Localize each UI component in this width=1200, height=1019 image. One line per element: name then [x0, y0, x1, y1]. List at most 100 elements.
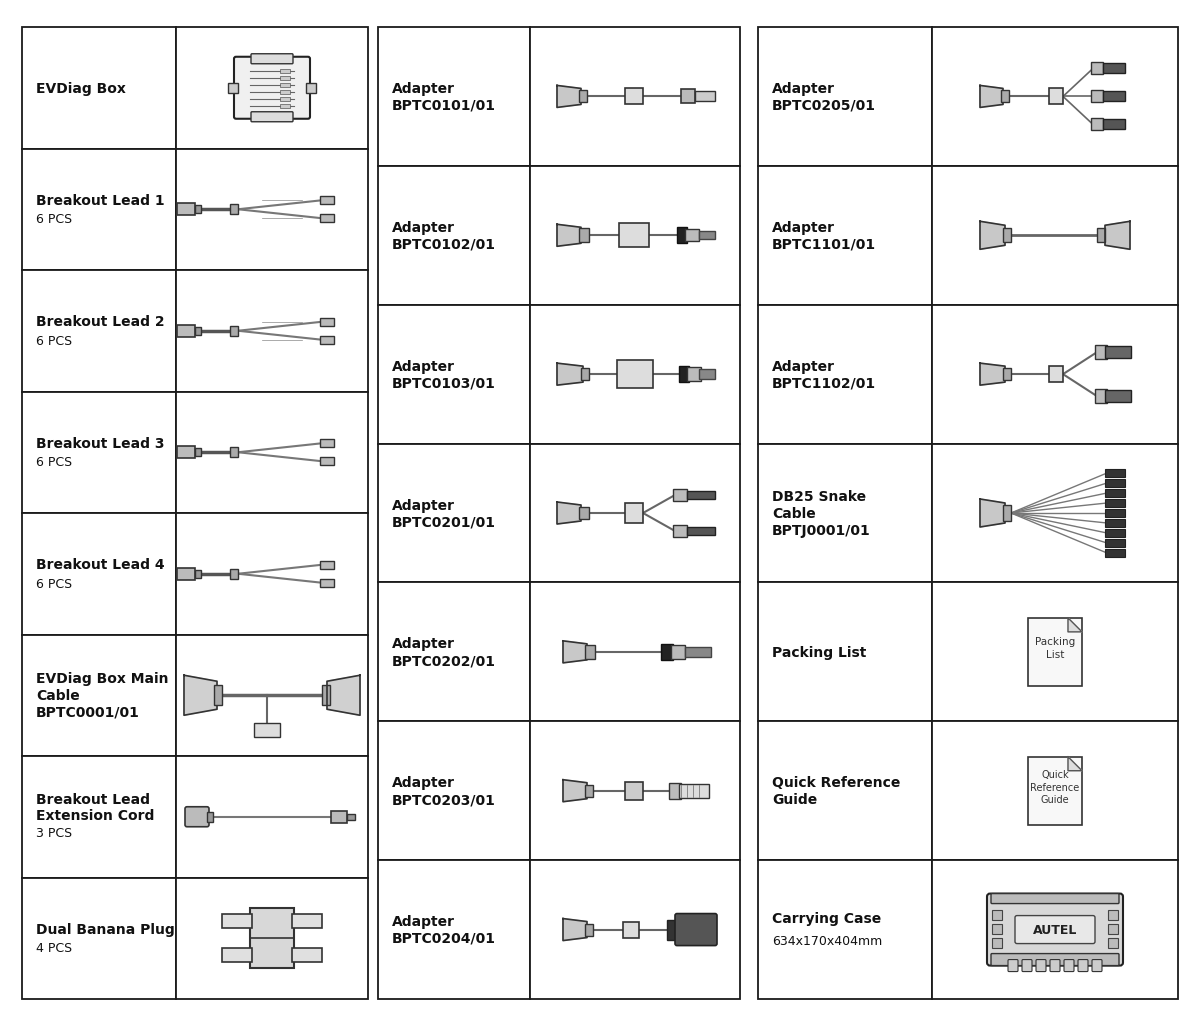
Bar [1105, 390, 1132, 403]
FancyBboxPatch shape [991, 954, 1120, 966]
Bar [280, 69, 290, 73]
Polygon shape [1068, 757, 1082, 771]
Bar [378, 167, 530, 306]
Bar [530, 167, 740, 306]
Bar [685, 230, 700, 243]
Bar [932, 167, 1178, 306]
Bar [992, 937, 1002, 948]
Bar [222, 949, 252, 962]
Bar [254, 723, 280, 738]
Bar [320, 579, 334, 587]
Polygon shape [184, 676, 217, 715]
Bar [530, 860, 740, 999]
Bar [22, 635, 176, 756]
Bar [347, 814, 355, 820]
Bar [292, 949, 322, 962]
Bar [196, 448, 202, 457]
FancyBboxPatch shape [1022, 960, 1032, 972]
Bar [378, 306, 530, 444]
Text: 6 PCS: 6 PCS [36, 578, 72, 590]
Text: 4 PCS: 4 PCS [36, 942, 72, 955]
Bar [280, 98, 290, 102]
Bar [758, 444, 932, 583]
Bar [196, 327, 202, 335]
Polygon shape [980, 87, 1003, 108]
Bar [932, 444, 1178, 583]
Bar [580, 507, 589, 520]
Bar [671, 645, 685, 659]
FancyBboxPatch shape [1050, 960, 1060, 972]
Bar [679, 367, 689, 383]
Bar [530, 583, 740, 721]
Bar [178, 325, 196, 337]
FancyBboxPatch shape [1008, 960, 1018, 972]
Text: Breakout Lead 3: Breakout Lead 3 [36, 436, 164, 450]
Bar [932, 721, 1178, 860]
Bar [758, 306, 932, 444]
Bar [378, 28, 530, 167]
Bar [320, 318, 334, 326]
Bar [378, 444, 530, 583]
Bar [1103, 93, 1126, 102]
Bar [1001, 92, 1009, 103]
Bar [670, 783, 682, 799]
Bar [280, 84, 290, 88]
Bar [280, 91, 290, 95]
Text: EVDiag Box Main
Cable
BPTC0001/01: EVDiag Box Main Cable BPTC0001/01 [36, 672, 168, 719]
Bar [1108, 923, 1118, 933]
Bar [1091, 92, 1103, 103]
Bar [176, 514, 368, 635]
Bar [700, 370, 715, 380]
Bar [932, 28, 1178, 167]
FancyBboxPatch shape [1015, 916, 1096, 944]
Bar [1103, 120, 1126, 130]
Polygon shape [980, 222, 1006, 250]
Bar [581, 369, 589, 381]
Bar [176, 756, 368, 877]
Text: Adapter
BPTC0101/01: Adapter BPTC0101/01 [392, 82, 496, 113]
Bar [695, 93, 715, 102]
Polygon shape [980, 364, 1006, 386]
Text: Breakout Lead
Extension Cord: Breakout Lead Extension Cord [36, 792, 155, 822]
Text: Adapter
BPTC0201/01: Adapter BPTC0201/01 [392, 498, 496, 529]
Bar [625, 503, 643, 524]
Bar [992, 923, 1002, 933]
Bar [623, 921, 640, 937]
Bar [1049, 90, 1063, 105]
Polygon shape [1105, 222, 1130, 250]
Bar [1105, 510, 1126, 518]
Bar [1028, 619, 1082, 686]
Text: Adapter
BPTC1102/01: Adapter BPTC1102/01 [772, 360, 876, 390]
Bar [230, 570, 238, 579]
Text: 3 PCS: 3 PCS [36, 826, 72, 840]
FancyBboxPatch shape [251, 113, 293, 122]
Bar [677, 228, 688, 244]
Bar [661, 644, 673, 660]
Bar [1103, 64, 1126, 74]
Bar [1105, 549, 1126, 557]
Bar [22, 756, 176, 877]
Bar [222, 914, 252, 928]
Bar [619, 224, 649, 248]
Bar [1049, 367, 1063, 383]
Polygon shape [980, 499, 1006, 528]
Bar [758, 28, 932, 167]
Bar [230, 205, 238, 215]
Bar [176, 150, 368, 271]
Text: Breakout Lead 1: Breakout Lead 1 [36, 194, 164, 207]
Bar [1003, 505, 1012, 522]
Bar [1105, 470, 1126, 478]
FancyBboxPatch shape [234, 58, 310, 119]
Polygon shape [1068, 619, 1082, 632]
Text: Quick Reference
Guide: Quick Reference Guide [772, 775, 900, 806]
Bar [758, 860, 932, 999]
Bar [1105, 499, 1126, 507]
Bar [320, 215, 334, 223]
FancyBboxPatch shape [676, 914, 718, 946]
Bar [178, 569, 196, 580]
Text: 6 PCS: 6 PCS [36, 334, 72, 347]
Bar [176, 392, 368, 514]
Bar [1003, 229, 1012, 244]
Bar [1091, 63, 1103, 75]
Bar [682, 91, 695, 104]
